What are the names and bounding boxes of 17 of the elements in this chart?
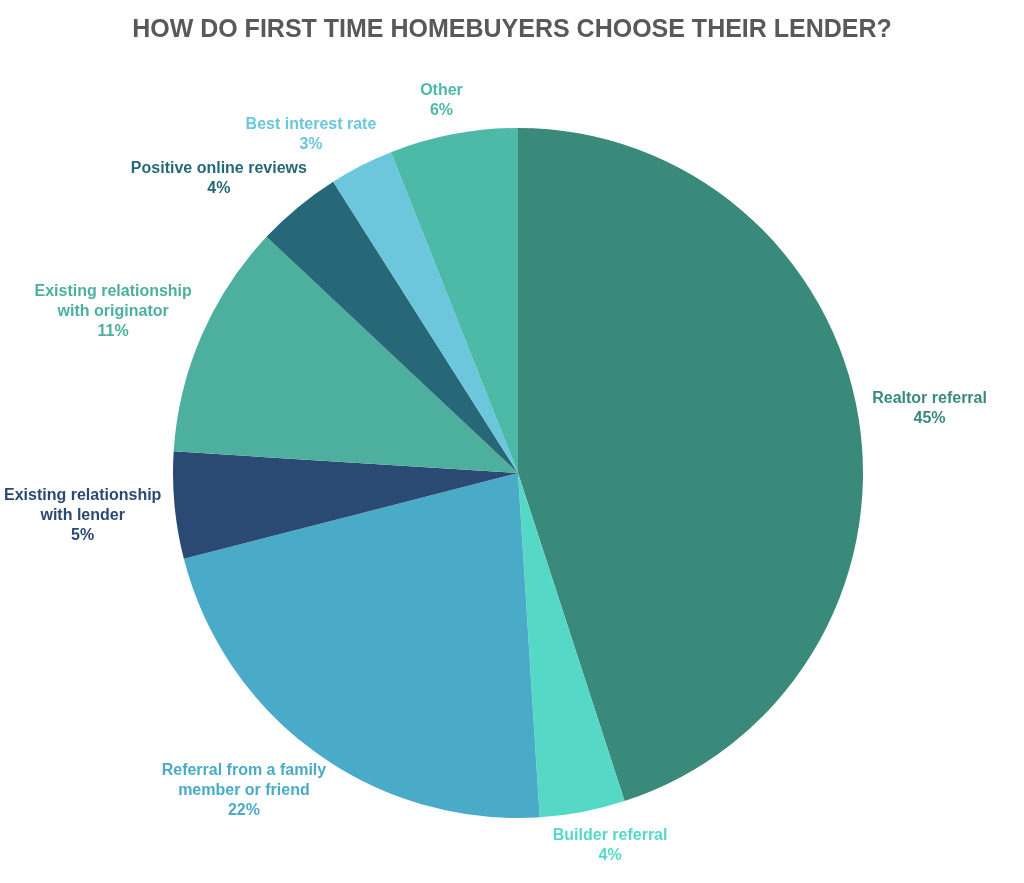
slice-label: Referral from a family member or friend	[161, 760, 327, 798]
slice-label: Other	[420, 80, 463, 98]
data-label: 4%	[598, 845, 622, 863]
data-label: 11%	[97, 321, 129, 339]
slice-label: Builder referral	[552, 825, 668, 843]
slice-label: Existing relationship with originator	[34, 281, 193, 319]
data-label: 5%	[71, 526, 95, 544]
slice-label: Best interest rate	[245, 114, 377, 132]
slice-label: Positive online reviews	[130, 159, 308, 177]
data-label: 4%	[207, 179, 231, 197]
slice-label: Existing relationship with lender	[4, 486, 162, 524]
chart-title: HOW DO FIRST TIME HOMEBUYERS CHOOSE THEIR LENDER?	[131, 14, 893, 43]
data-label: 6%	[429, 100, 454, 118]
data-label: 3%	[299, 134, 323, 152]
slice-label: Realtor referral	[872, 389, 987, 407]
data-label: 22%	[227, 800, 260, 818]
data-label: 45%	[913, 409, 946, 427]
